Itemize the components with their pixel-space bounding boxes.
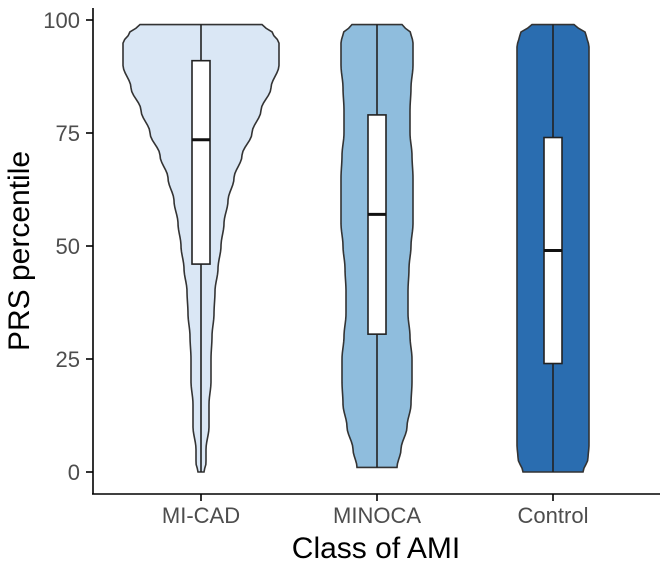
x-tick-label: MI-CAD [162,503,240,528]
box-iqr [191,59,211,265]
violin-mi-cad [122,23,280,473]
x-tick-label: Control [518,503,589,528]
y-tick-label: 50 [56,234,80,259]
y-axis-title: PRS percentile [3,151,36,351]
x-tick-label: MINOCA [333,503,421,528]
y-ticks: 0 25 50 75 100 [43,8,93,485]
x-axis-title: Class of AMI [292,532,460,561]
box-iqr [367,114,387,335]
violin-layer [122,23,590,473]
y-tick-label: 75 [56,121,80,146]
violin-control [516,23,590,473]
y-tick-label: 25 [56,347,80,372]
violin-minoca [340,23,414,469]
axes [92,8,660,495]
y-tick-label: 0 [68,460,80,485]
y-tick-label: 100 [43,8,80,33]
x-ticks: MI-CAD MINOCA Control [162,494,589,528]
